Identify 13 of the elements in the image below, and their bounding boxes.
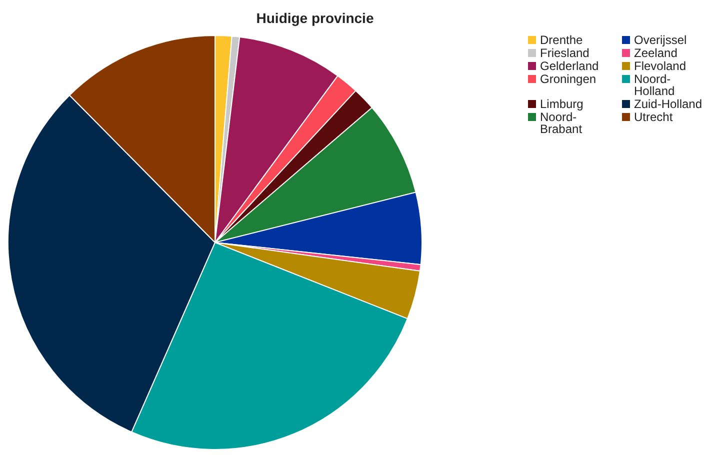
- legend-label: Utrecht: [634, 110, 673, 124]
- legend-label: Zuid-Holland: [634, 97, 702, 111]
- legend-label: Limburg: [540, 97, 584, 111]
- chart-title: Huidige provincie: [255, 10, 375, 26]
- legend-label: Noord-Holland: [634, 72, 676, 98]
- legend-label: Flevoland: [634, 59, 686, 73]
- legend-label: Drenthe: [540, 33, 583, 47]
- legend-label: Friesland: [540, 46, 590, 60]
- legend-label: Overijssel: [634, 33, 687, 47]
- legend-label: Zeeland: [634, 46, 678, 60]
- legend-label: Gelderland: [540, 59, 599, 73]
- legend-label: Groningen: [540, 72, 596, 86]
- legend-label: Noord-Brabant: [540, 110, 584, 136]
